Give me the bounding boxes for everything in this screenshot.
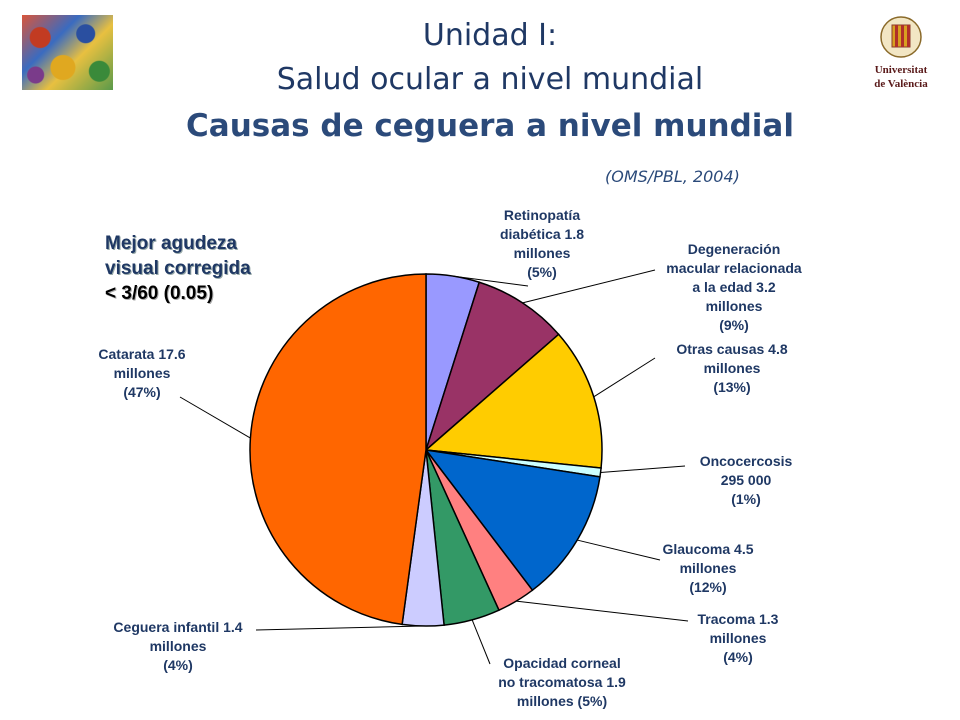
slice-label-line: Ceguera infantil 1.4 [113, 619, 242, 635]
slice-label-line: diabética 1.8 [500, 226, 584, 242]
slide-title-topic: Salud ocular a nivel mundial [276, 62, 704, 97]
chart-source: (OMS/PBL, 2004) [605, 167, 740, 186]
slice-label-5: Tracoma 1.3 millones (4%) [698, 611, 779, 665]
slice-label-3: Oncocercosis 295 000 (1%) [700, 453, 793, 507]
slice-label-line: millones [114, 365, 171, 381]
slice-label-line: Otras causas 4.8 [676, 341, 788, 357]
slice-label-line: millones [706, 298, 763, 314]
slice-label-line: Catarata 17.6 [98, 346, 185, 362]
chart-subtitle-line1: Mejor agudeza [105, 233, 237, 254]
slice-label-2: Otras causas 4.8 millones (13%) [676, 341, 788, 395]
slice-label-line: (47%) [123, 384, 160, 400]
slice-label-line: Retinopatía [504, 207, 580, 223]
leader-line-0 [452, 275, 529, 287]
slice-label-line: Glaucoma 4.5 [662, 541, 753, 557]
leader-line-3 [600, 465, 686, 473]
slice-label-line: Opacidad corneal [503, 655, 620, 671]
leader-line-8 [179, 396, 251, 439]
slice-label-line: a la edad 3.2 [692, 279, 775, 295]
pie-slice-2 [424, 333, 603, 469]
slice-label-line: (1%) [731, 491, 761, 507]
slice-label-line: Oncocercosis [700, 453, 793, 469]
slice-label-line: millones [514, 245, 571, 261]
slice-label-line: (9%) [719, 317, 749, 333]
pie-slice-4 [424, 448, 601, 592]
slice-label-6: Opacidad corneal no tracomatosa 1.9 millon… [498, 655, 626, 709]
leader-line-4 [577, 539, 661, 561]
slice-label-line: millones [150, 638, 207, 654]
logo-text-line2: de València [874, 78, 928, 90]
slice-label-line: (4%) [163, 657, 193, 673]
pie-slice-8 [249, 273, 427, 626]
slice-label-line: millones (5%) [517, 693, 607, 709]
slice-label-line: (13%) [713, 379, 750, 395]
slice-label-1: Degeneración macular relacionada a la edad… [666, 241, 802, 333]
slide-title-chart: Causas de ceguera a nivel mundial [186, 108, 794, 144]
chart-subtitle-line3: < 3/60 (0.05) [105, 283, 214, 304]
slice-label-line: millones [704, 360, 761, 376]
slice-label-0: Retinopatía diabética 1.8 millones (5%) [500, 207, 584, 280]
chart-subtitle-line2: visual corregida [105, 258, 251, 279]
pie-slice-1 [424, 281, 560, 453]
slice-label-line: Degeneración [688, 241, 781, 257]
slice-label-8: Catarata 17.6 millones (47%) [98, 346, 185, 400]
leader-line-7 [255, 625, 424, 631]
university-logo: Universitat de València [874, 16, 928, 90]
leader-line-1 [522, 269, 656, 304]
leader-line-2 [593, 357, 656, 398]
leader-line-5 [516, 600, 689, 622]
slice-label-line: Tracoma 1.3 [698, 611, 779, 627]
slice-label-7: Ceguera infantil 1.4 millones (4%) [113, 619, 242, 673]
slice-label-line: 295 000 [721, 472, 772, 488]
slide-title-unit: Unidad I: [422, 18, 558, 53]
slice-label-line: millones [710, 630, 767, 646]
slice-label-line: macular relacionada [666, 260, 802, 276]
header-painting-image [22, 15, 113, 90]
slice-label-line: (12%) [689, 579, 726, 595]
slice-label-line: (5%) [527, 264, 557, 280]
leader-line-6 [471, 619, 491, 665]
logo-text-line1: Universitat [875, 64, 928, 76]
slice-label-line: no tracomatosa 1.9 [498, 674, 626, 690]
slice-label-line: (4%) [723, 649, 753, 665]
slice-label-4: Glaucoma 4.5 millones (12%) [662, 541, 753, 595]
slice-label-line: millones [680, 560, 737, 576]
